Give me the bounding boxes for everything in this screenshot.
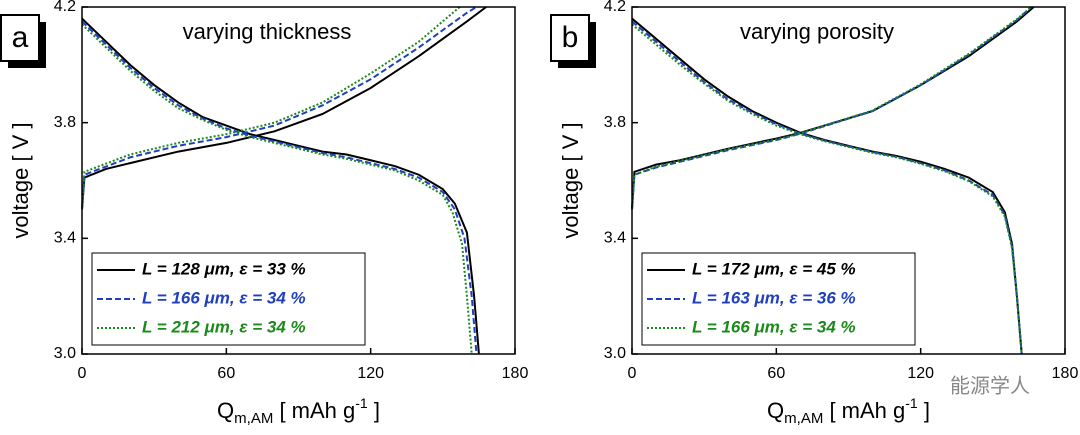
legend-box: [91, 252, 366, 346]
x-tick-label: 180: [502, 365, 529, 382]
x-tick-label: 0: [628, 365, 637, 382]
x-tick-label: 60: [217, 365, 235, 382]
x-tick-label: 120: [907, 365, 934, 382]
x-axis-label-part: m,AM: [234, 410, 273, 427]
curve-charge: [81, 6, 461, 210]
y-tick-label: 3.4: [604, 230, 626, 247]
legend-box: [641, 252, 916, 346]
y-tick-label: 3.0: [604, 345, 626, 362]
x-tick-label: 120: [357, 365, 384, 382]
y-tick-label: 3.8: [54, 114, 76, 131]
x-axis-label-part: [ mAh g: [823, 398, 905, 423]
label-box: [0, 14, 40, 62]
x-axis-label-part: ]: [368, 398, 380, 423]
curve-discharge: [81, 23, 473, 355]
y-tick-label: 3.4: [54, 230, 76, 247]
curve-discharge: [81, 17, 480, 355]
x-axis-label-part: m,AM: [784, 410, 823, 427]
label-box: [550, 14, 590, 62]
chart-title: varying thickness: [183, 19, 352, 44]
panel-label: a: [12, 21, 29, 54]
curve-charge: [631, 6, 1032, 210]
y-tick-label: 4.2: [604, 0, 626, 15]
legend-label: L = 166 μm, ε = 34 %: [142, 288, 306, 307]
panel-label: b: [562, 21, 579, 54]
x-axis-label: Qm,AM [ mAh g-1 ]: [767, 395, 930, 427]
x-tick-label: 60: [767, 365, 785, 382]
y-axis-label: voltage [ V ]: [558, 122, 583, 238]
x-axis-label-part: Q: [217, 398, 234, 423]
curve-discharge: [81, 20, 478, 355]
y-tick-label: 3.8: [604, 114, 626, 131]
y-tick-label: 3.0: [54, 345, 76, 362]
plot-frame: [81, 6, 516, 355]
legend-label: L = 172 μm, ε = 45 %: [692, 259, 856, 278]
plot-frame: [631, 6, 1066, 355]
x-axis-label-part: [ mAh g: [273, 398, 355, 423]
x-axis-label-part: ]: [918, 398, 930, 423]
watermark: 能源学人: [950, 374, 1030, 398]
curve-discharge: [631, 23, 1023, 355]
legend-label: L = 163 μm, ε = 36 %: [692, 288, 856, 307]
x-axis-label-part: -1: [355, 395, 368, 411]
chart-title: varying porosity: [740, 19, 894, 44]
x-axis-label-part: Q: [767, 398, 784, 423]
x-axis-label-part: -1: [905, 395, 918, 411]
legend-label: L = 128 μm, ε = 33 %: [142, 259, 306, 278]
x-tick-label: 0: [78, 365, 87, 382]
legend-label: L = 212 μm, ε = 34 %: [142, 317, 306, 336]
curve-charge: [81, 6, 478, 210]
y-tick-label: 4.2: [54, 0, 76, 15]
x-tick-label: 180: [1052, 365, 1079, 382]
y-axis-label: voltage [ V ]: [8, 122, 33, 238]
legend-label: L = 166 μm, ε = 34 %: [692, 317, 856, 336]
x-axis-label: Qm,AM [ mAh g-1 ]: [217, 395, 380, 427]
